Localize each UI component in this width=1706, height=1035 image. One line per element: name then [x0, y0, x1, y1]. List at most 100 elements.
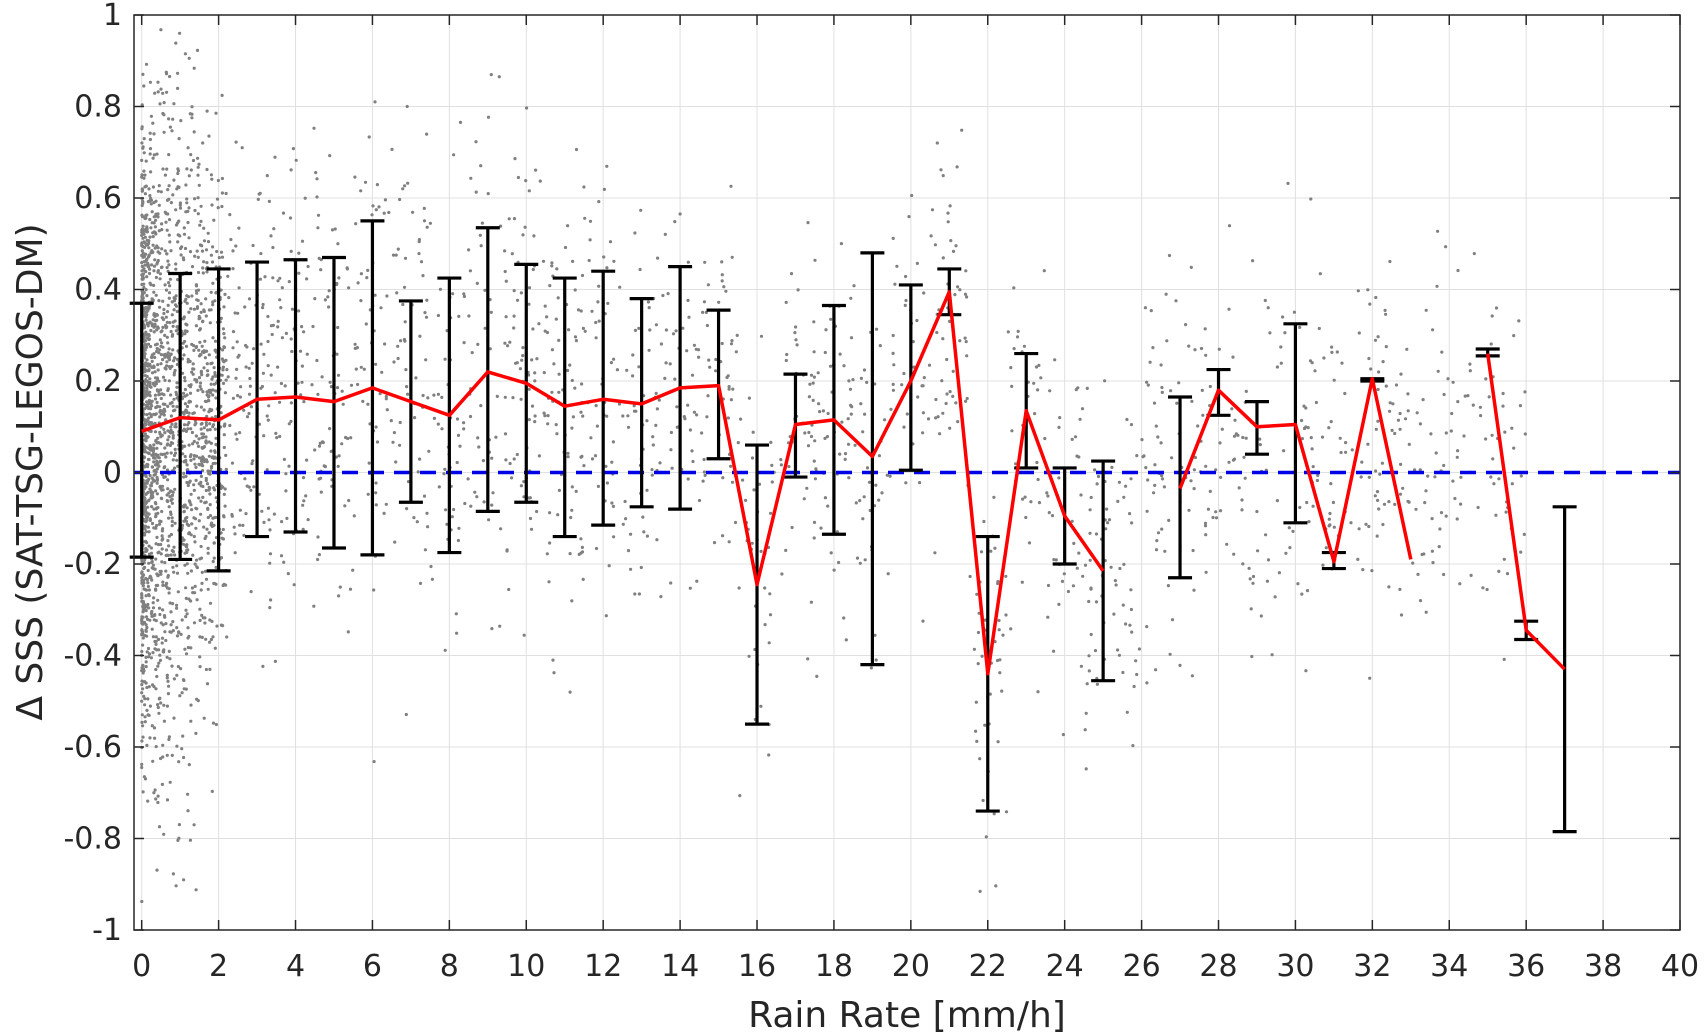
scatter-point	[142, 282, 146, 286]
scatter-point	[197, 496, 201, 500]
scatter-point	[1394, 383, 1399, 387]
scatter-point	[150, 494, 155, 498]
scatter-point	[153, 788, 157, 792]
scatter-point	[195, 305, 200, 309]
scatter-point	[1160, 477, 1165, 481]
scatter-point	[847, 379, 851, 383]
scatter-point	[510, 252, 514, 256]
scatter-point	[266, 314, 270, 319]
scatter-point	[1244, 389, 1248, 393]
scatter-point	[1006, 330, 1010, 334]
scatter-point	[1035, 460, 1039, 465]
scatter-point	[690, 373, 695, 377]
scatter-point	[155, 461, 160, 465]
scatter-point	[934, 397, 938, 402]
scatter-point	[615, 368, 620, 372]
scatter-point	[1491, 457, 1495, 461]
scatter-point	[655, 407, 660, 411]
scatter-point	[423, 548, 427, 552]
scatter-point	[1122, 562, 1126, 567]
scatter-point	[273, 155, 277, 159]
scatter-point	[148, 380, 152, 385]
scatter-point	[432, 416, 436, 420]
scatter-point	[199, 427, 203, 431]
scatter-point	[319, 490, 323, 494]
scatter-point	[167, 684, 171, 688]
scatter-point	[165, 167, 169, 171]
scatter-point	[1344, 450, 1348, 454]
scatter-point	[261, 302, 265, 307]
scatter-point	[316, 535, 320, 539]
scatter-point	[809, 434, 814, 439]
scatter-point	[146, 602, 150, 607]
scatter-point	[228, 423, 232, 428]
scatter-point	[345, 267, 349, 271]
scatter-point	[192, 516, 196, 520]
scatter-point	[167, 587, 171, 591]
scatter-point	[926, 417, 931, 421]
scatter-point	[167, 263, 171, 267]
scatter-point	[1418, 422, 1422, 426]
scatter-point	[328, 380, 332, 384]
scatter-point	[904, 274, 908, 279]
scatter-point	[268, 561, 272, 565]
scatter-point	[1052, 558, 1056, 562]
scatter-point	[177, 823, 181, 827]
scatter-point	[1175, 401, 1179, 405]
scatter-point	[1406, 409, 1410, 413]
scatter-point	[691, 459, 695, 464]
scatter-point	[878, 344, 882, 348]
scatter-point	[639, 208, 643, 212]
scatter-point	[162, 113, 166, 117]
scatter-point	[198, 557, 202, 561]
scatter-point	[146, 265, 150, 269]
scatter-point	[347, 286, 351, 290]
scatter-point	[182, 460, 186, 464]
scatter-point	[157, 648, 161, 652]
scatter-point	[289, 337, 293, 341]
scatter-point	[167, 355, 171, 359]
scatter-point	[204, 667, 208, 672]
scatter-point	[503, 269, 507, 274]
scatter-point	[147, 655, 151, 659]
scatter-point	[165, 90, 169, 94]
scatter-point	[1304, 406, 1308, 410]
scatter-point	[1368, 676, 1372, 680]
scatter-point	[570, 508, 574, 512]
scatter-point	[144, 474, 148, 478]
scatter-point	[158, 251, 162, 255]
scatter-point	[151, 456, 156, 460]
scatter-point	[204, 500, 208, 504]
scatter-point	[184, 519, 188, 523]
scatter-point	[851, 378, 855, 382]
scatter-point	[142, 669, 146, 673]
scatter-point	[200, 436, 204, 440]
scatter-point	[143, 565, 147, 570]
scatter-point	[605, 414, 609, 418]
scatter-point	[393, 540, 397, 544]
scatter-point	[503, 395, 507, 399]
scatter-point	[1037, 501, 1042, 505]
scatter-point	[374, 362, 378, 366]
scatter-point	[294, 158, 298, 162]
scatter-point	[183, 52, 187, 56]
scatter-point	[171, 436, 175, 440]
scatter-point	[557, 372, 561, 376]
scatter-point	[703, 260, 707, 264]
scatter-point	[184, 322, 188, 326]
scatter-point	[221, 624, 225, 628]
scatter-point	[1241, 562, 1245, 566]
scatter-point	[858, 499, 862, 503]
scatter-point	[726, 416, 730, 420]
scatter-point	[744, 498, 748, 502]
scatter-point	[144, 288, 148, 292]
scatter-point	[1178, 663, 1182, 668]
scatter-point	[1010, 429, 1014, 433]
scatter-point	[207, 485, 211, 489]
scatter-point	[568, 690, 572, 694]
scatter-point	[147, 652, 152, 656]
scatter-point	[222, 492, 226, 496]
scatter-point	[167, 296, 171, 300]
scatter-point	[1317, 326, 1321, 331]
scatter-point	[149, 546, 153, 550]
